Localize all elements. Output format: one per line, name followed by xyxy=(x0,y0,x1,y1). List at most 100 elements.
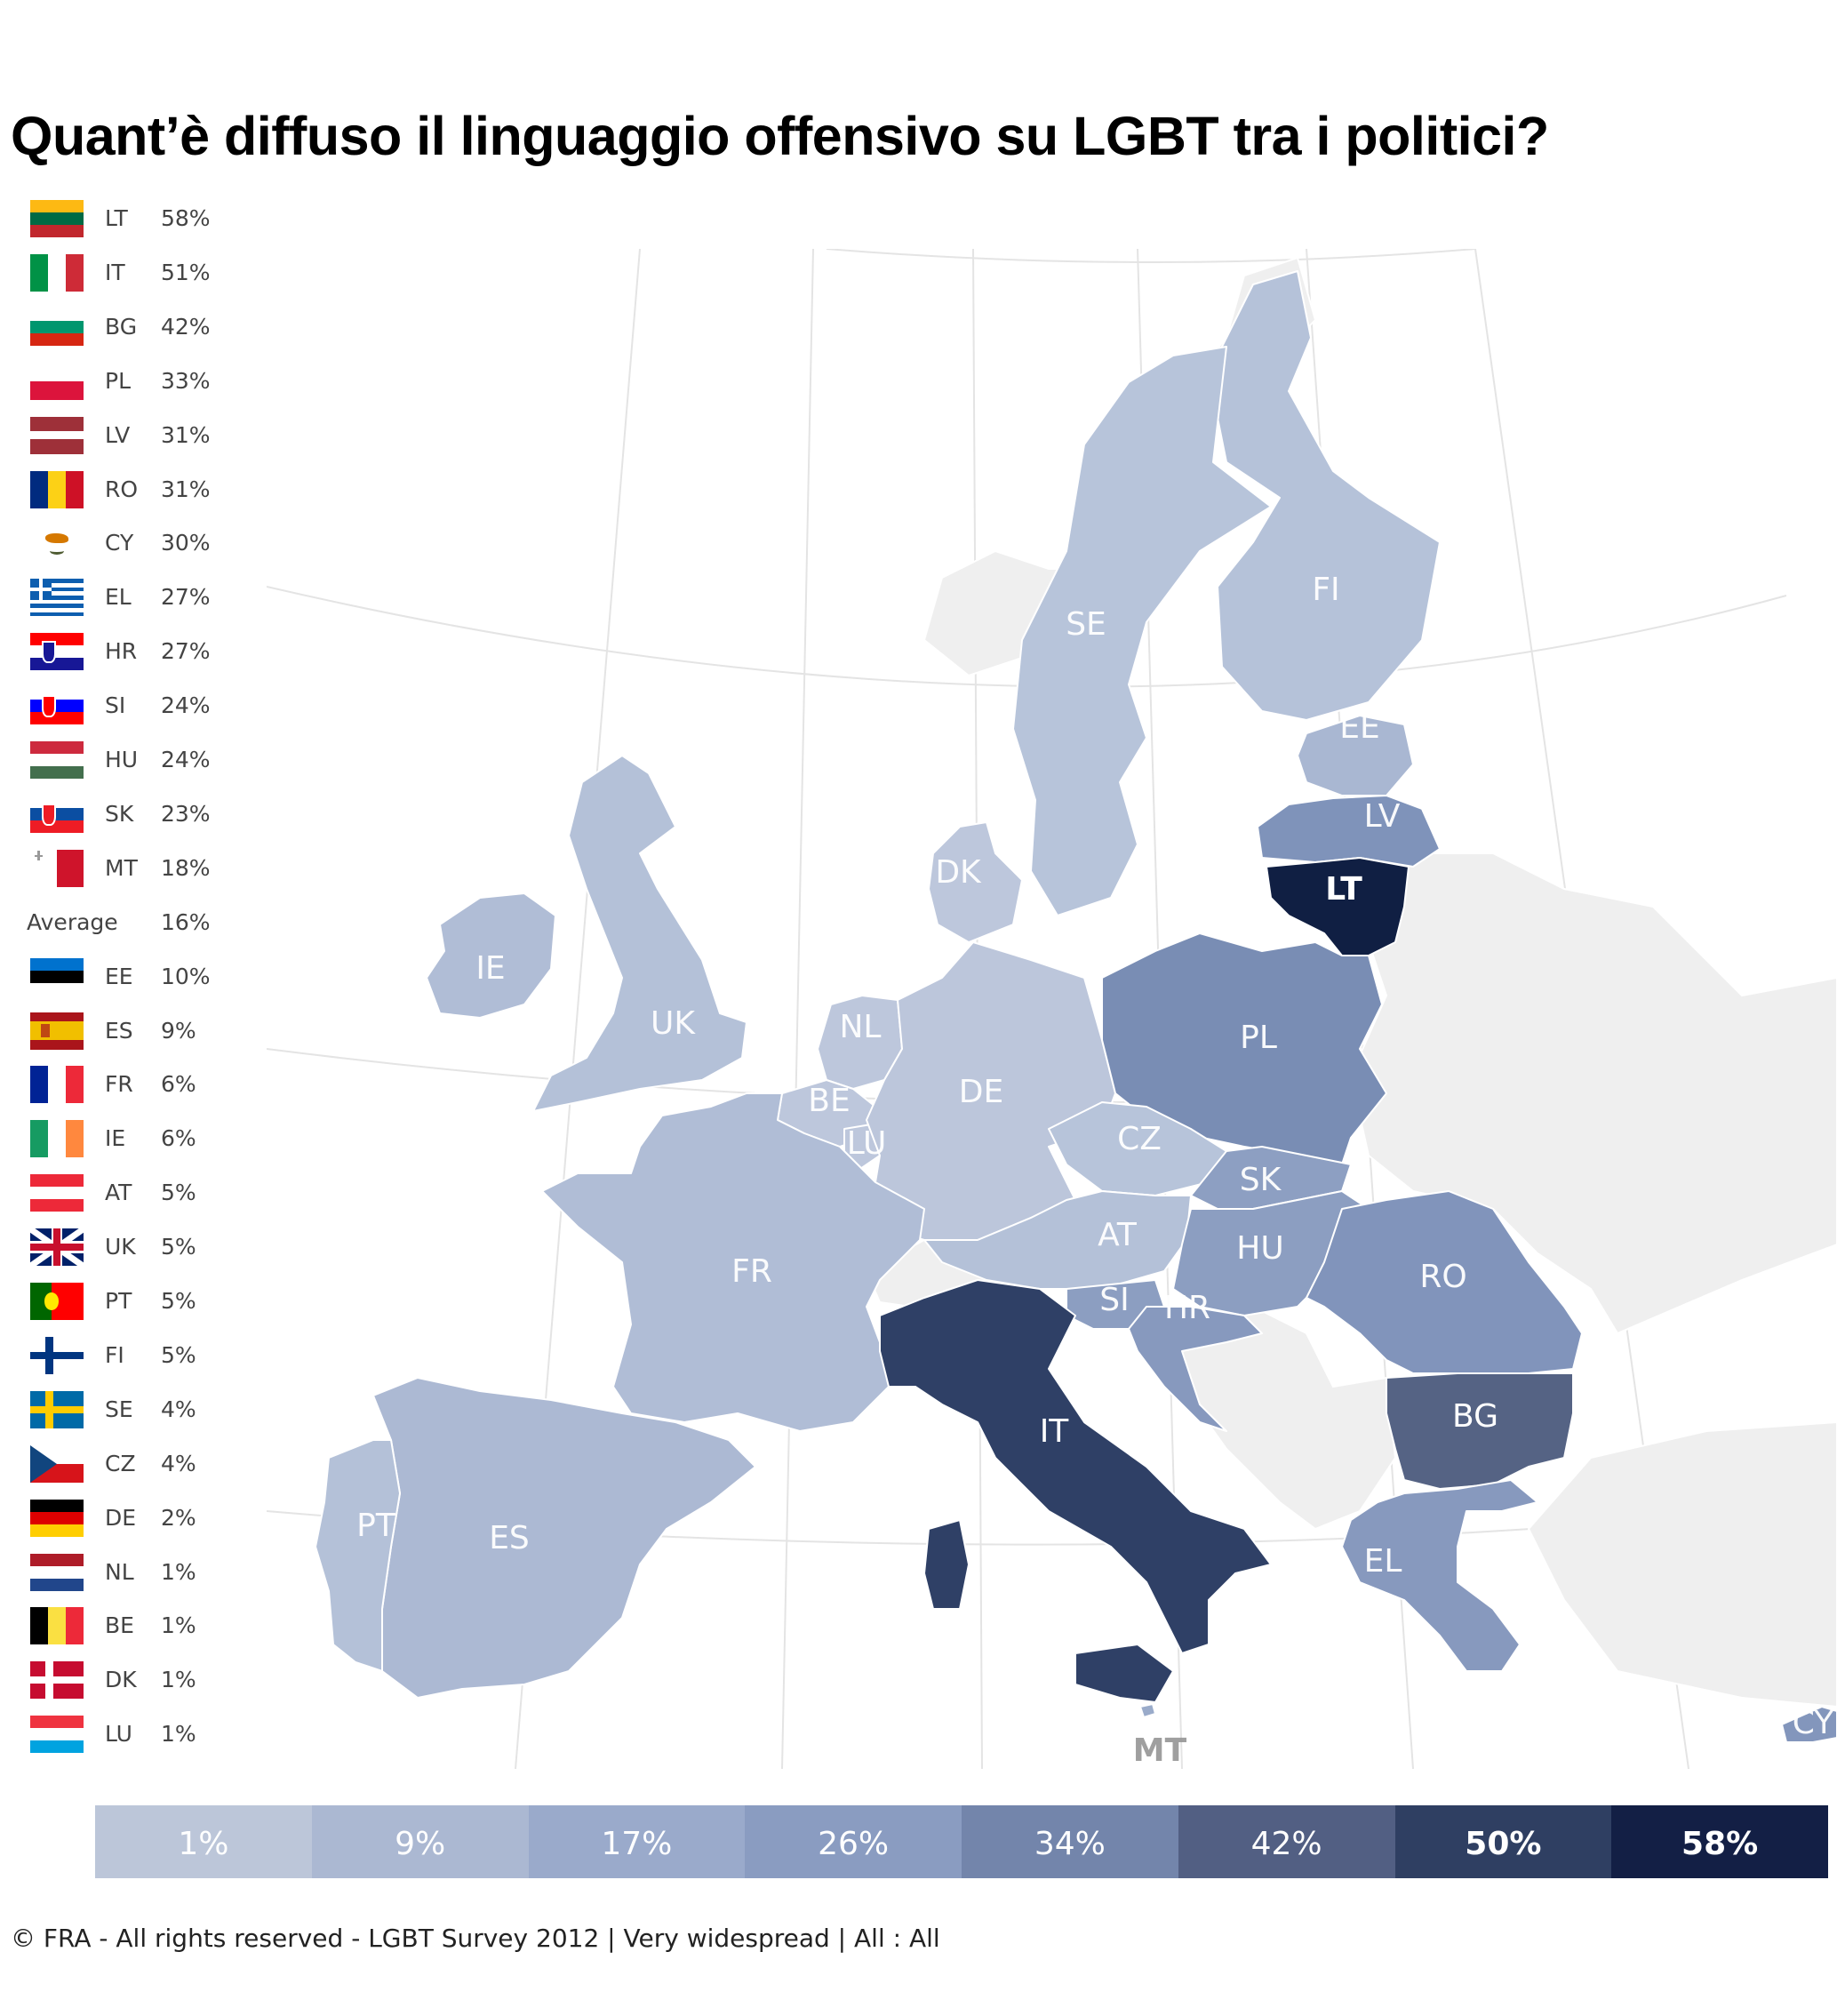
legend-row-cz: CZ 4% xyxy=(27,1442,231,1496)
legend-percentage: 6% xyxy=(161,1071,196,1098)
legend-country-code: UK xyxy=(105,1234,136,1260)
country-label: HR xyxy=(1164,1290,1210,1326)
legend-country-code: HR xyxy=(105,638,138,665)
legend-country-code: CZ xyxy=(105,1450,136,1476)
country-label: FR xyxy=(731,1253,772,1290)
country-label: DK xyxy=(935,854,982,891)
country-pt xyxy=(315,1439,401,1672)
country-label: SK xyxy=(1240,1162,1282,1198)
country-label: LT xyxy=(1325,871,1362,908)
scale-step: 58% xyxy=(1611,1805,1828,1878)
country-label: HU xyxy=(1236,1230,1283,1267)
legend-row-sk: SK 23% xyxy=(27,792,231,846)
legend-country-code: PL xyxy=(105,367,132,394)
color-scale: 1% 9% 17% 26% 34% 42% 50% 58% xyxy=(95,1805,1828,1878)
be-flag-icon xyxy=(30,1607,84,1645)
cy-flag-icon xyxy=(30,524,84,563)
country-label: BE xyxy=(808,1083,850,1119)
country-label: FI xyxy=(1312,572,1339,608)
legend-percentage: 6% xyxy=(161,1125,196,1152)
cz-flag-icon xyxy=(30,1444,84,1483)
country-dk xyxy=(928,821,1023,943)
uk-flag-icon xyxy=(30,1228,84,1267)
legend-row-ee: EE 10% xyxy=(27,955,231,1009)
legend-percentage: 18% xyxy=(161,854,211,881)
legend-percentage: 31% xyxy=(161,476,211,502)
legend-row-hr: HR 27% xyxy=(27,629,231,684)
legend-row-at: AT 5% xyxy=(27,1171,231,1225)
legend-percentage: 30% xyxy=(161,530,211,556)
legend-country-code: DK xyxy=(105,1667,137,1693)
fr-flag-icon xyxy=(30,1066,84,1104)
legend-row-es: ES 9% xyxy=(27,1009,231,1063)
legend-percentage: 5% xyxy=(161,1341,196,1368)
legend-percentage: 24% xyxy=(161,692,211,719)
country-label: EE xyxy=(1339,709,1380,746)
turkey xyxy=(1527,1420,1837,1708)
country-lt xyxy=(1266,857,1410,956)
country-label: ES xyxy=(489,1520,530,1556)
legend-row-dk: DK 1% xyxy=(27,1658,231,1712)
sk-flag-icon xyxy=(30,795,84,833)
country-se xyxy=(1012,346,1272,916)
legend-percentage: 16% xyxy=(161,908,211,935)
legend-percentage: 4% xyxy=(161,1450,196,1476)
legend-percentage: 27% xyxy=(161,638,211,665)
pt-flag-icon xyxy=(30,1283,84,1320)
legend-row-lu: LU 1% xyxy=(27,1712,231,1766)
country-label: BG xyxy=(1452,1398,1498,1435)
legend-row-cy: CY 30% xyxy=(27,521,231,575)
scale-step-label: 42% xyxy=(1250,1826,1322,1862)
footer-credit: © FRA - All rights reserved - LGBT Surve… xyxy=(11,1924,940,1953)
country-label: EL xyxy=(1364,1543,1402,1580)
legend-row-ro: RO 31% xyxy=(27,468,231,522)
legend-row-bg: BG 42% xyxy=(27,305,231,359)
country-label: SE xyxy=(1066,606,1106,643)
country-label: PT xyxy=(356,1508,396,1544)
mt-flag-icon xyxy=(30,849,84,887)
legend-percentage: 51% xyxy=(161,259,211,285)
western-balkans xyxy=(1171,1305,1397,1531)
country-fr xyxy=(541,1092,925,1432)
legend-row-uk: UK 5% xyxy=(27,1225,231,1279)
legend-percentage: 1% xyxy=(161,1667,196,1693)
legend-country-code: IT xyxy=(105,259,125,285)
legend-country-code: SI xyxy=(105,692,126,719)
non-eu-land xyxy=(865,256,1837,1708)
country-label: UK xyxy=(651,1005,696,1042)
legend-row-fr: FR 6% xyxy=(27,1062,231,1116)
legend-country-code: HU xyxy=(105,747,139,772)
ro-flag-icon xyxy=(30,470,84,508)
legend-country-code: DE xyxy=(105,1504,137,1531)
scale-step: 50% xyxy=(1394,1805,1612,1878)
legend-percentage: 33% xyxy=(161,367,211,394)
legend-country-code: PT xyxy=(105,1288,132,1314)
country-uk xyxy=(532,755,747,1112)
se-flag-icon xyxy=(30,1390,84,1428)
legend-country-code: MT xyxy=(105,854,138,881)
scale-step: 1% xyxy=(95,1805,312,1878)
legend-country-code: LV xyxy=(105,421,131,448)
scale-step: 34% xyxy=(962,1805,1178,1878)
scale-step-label: 58% xyxy=(1681,1826,1759,1862)
country-label: DE xyxy=(959,1074,1003,1110)
country-it xyxy=(879,1279,1272,1703)
ie-flag-icon xyxy=(30,1120,84,1158)
legend-country-code: EL xyxy=(105,584,132,611)
scale-step-label: 1% xyxy=(178,1826,229,1862)
legend-row-it: IT 51% xyxy=(27,251,231,305)
lt-flag-icon xyxy=(30,200,84,237)
legend-row-fi: FI 5% xyxy=(27,1333,231,1388)
legend-country-code: LT xyxy=(105,205,128,231)
country-label: IT xyxy=(1040,1413,1070,1450)
legend-percentage: 10% xyxy=(161,963,211,989)
legend-country-code: LU xyxy=(105,1721,132,1748)
legend-percentage: 42% xyxy=(161,313,211,340)
legend-percentage: 27% xyxy=(161,584,211,611)
average-label: Average xyxy=(27,908,118,935)
country-label: NL xyxy=(840,1009,882,1045)
country-mt xyxy=(1139,1703,1156,1718)
legend-country-code: SE xyxy=(105,1396,133,1422)
